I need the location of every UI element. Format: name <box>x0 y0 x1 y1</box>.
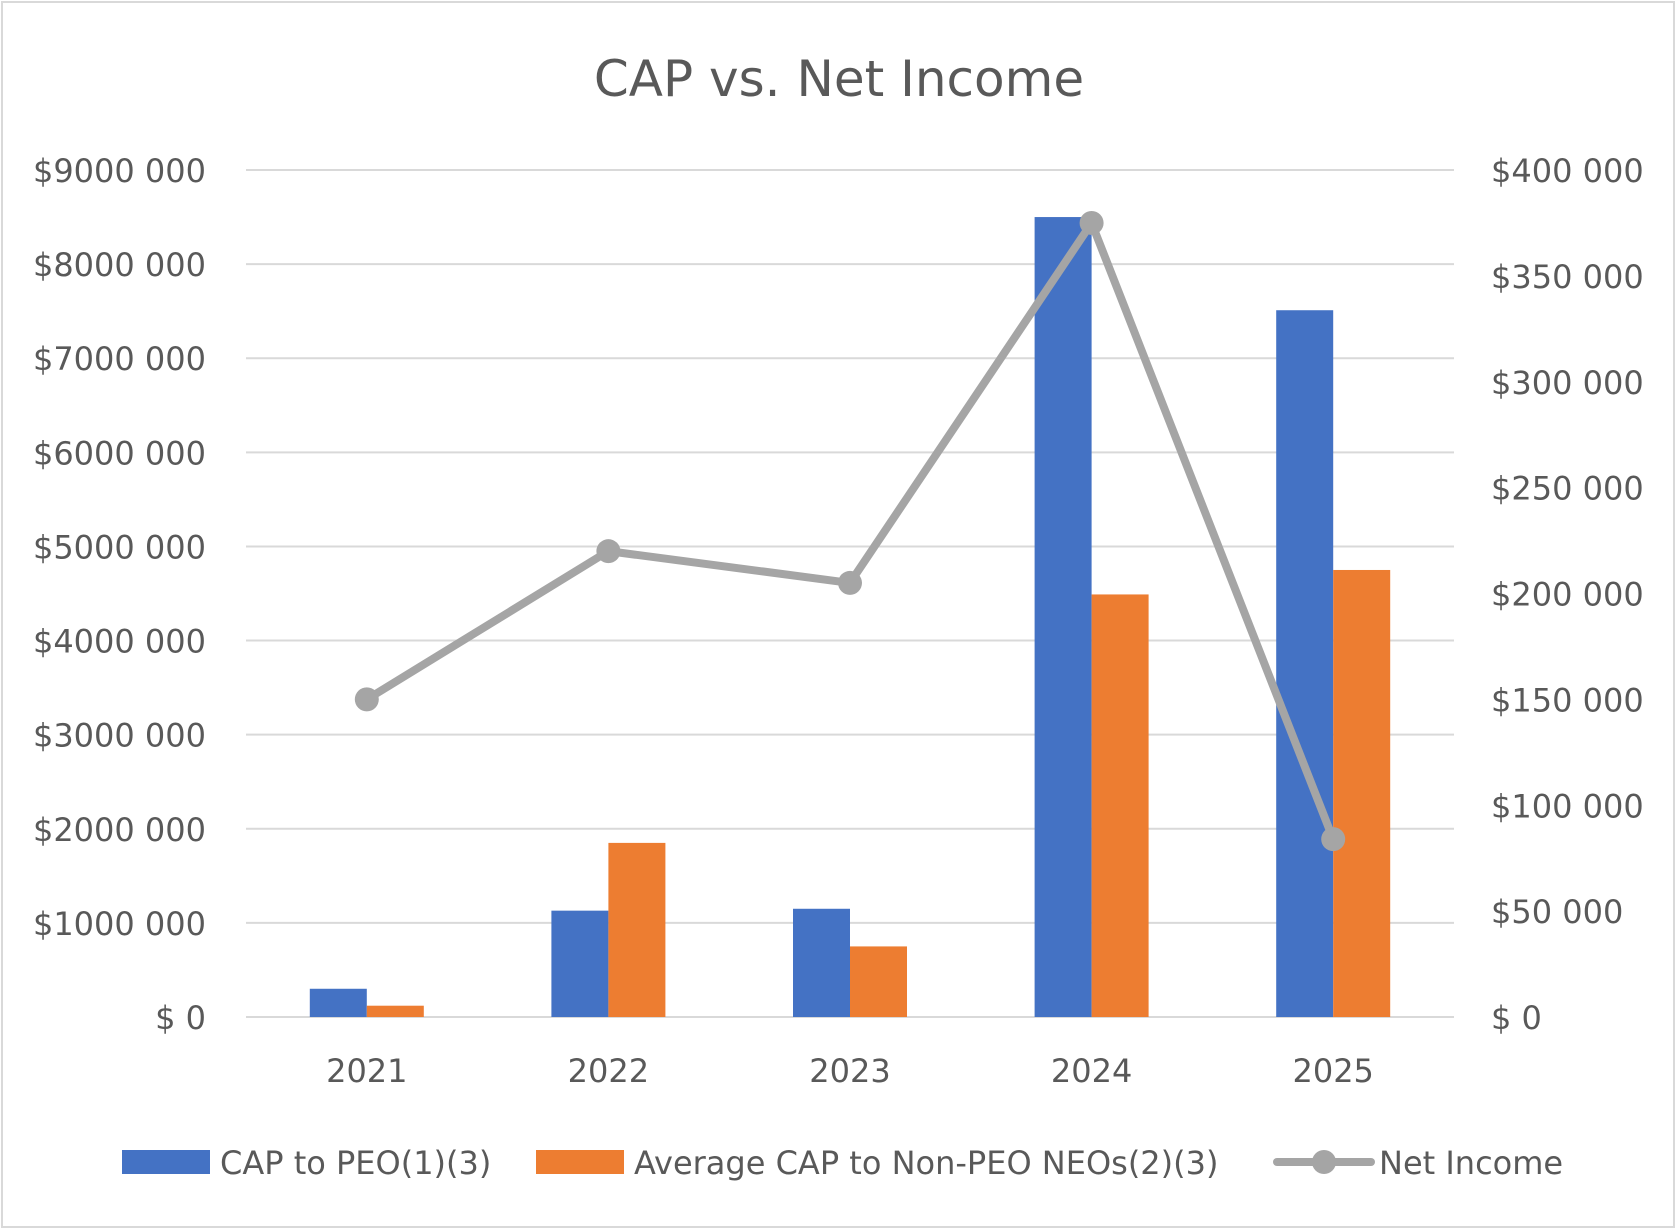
bar <box>309 988 367 1017</box>
left-tick-label: $7000 000 <box>33 340 206 378</box>
right-tick-label: $200 000 <box>1491 576 1644 614</box>
left-tick-label: $1000 000 <box>33 905 206 943</box>
right-tick-label: $250 000 <box>1491 470 1644 508</box>
legend: CAP to PEO(1)(3) Average CAP to Non-PEO N… <box>122 1144 1563 1182</box>
gridlines <box>246 169 1454 1018</box>
x-tick-label: 2024 <box>1051 1052 1132 1090</box>
chart-title: CAP vs. Net Income <box>594 50 1084 108</box>
legend-label: Net Income <box>1379 1144 1563 1182</box>
x-axis-ticks: 2021 2022 2023 2024 2025 <box>326 1052 1374 1090</box>
bar <box>366 1005 424 1017</box>
legend-swatch <box>536 1150 624 1174</box>
x-tick-label: 2022 <box>568 1052 649 1090</box>
bar <box>850 946 907 1017</box>
line-point <box>1079 210 1104 235</box>
left-tick-label: $9000 000 <box>33 152 206 190</box>
right-tick-label: $350 000 <box>1491 258 1644 296</box>
bar <box>551 910 609 1017</box>
left-tick-label: $5000 000 <box>33 528 206 566</box>
bar <box>793 908 850 1017</box>
left-tick-label: $ 0 <box>155 999 206 1037</box>
bar <box>1091 594 1149 1017</box>
legend-label: Average CAP to Non-PEO NEOs(2)(3) <box>634 1144 1218 1182</box>
bar <box>608 842 666 1017</box>
right-tick-label: $400 000 <box>1491 152 1644 190</box>
right-tick-label: $50 000 <box>1491 893 1623 931</box>
series-line <box>362 218 1338 844</box>
legend-swatch <box>122 1150 210 1174</box>
left-tick-label: $4000 000 <box>33 623 206 661</box>
x-tick-label: 2023 <box>809 1052 890 1090</box>
x-tick-label: 2025 <box>1292 1052 1373 1090</box>
net-income-line <box>354 210 1346 852</box>
right-tick-label: $100 000 <box>1491 787 1644 825</box>
right-axis-ticks: $ 0 $50 000 $100 000 $150 000 $200 000 $250 0… <box>1491 152 1644 1037</box>
line-point <box>838 570 862 595</box>
legend-label: CAP to PEO(1)(3) <box>220 1144 491 1182</box>
left-axis-ticks: $ 0 $1000 000 $2000 000 $3000 000 $4000 000 $… <box>33 152 206 1037</box>
bars <box>309 217 1391 1018</box>
bar <box>1276 310 1334 1017</box>
left-tick-label: $8000 000 <box>33 246 206 284</box>
left-tick-label: $3000 000 <box>33 717 206 755</box>
line-point <box>596 539 621 564</box>
bar <box>1333 569 1391 1017</box>
legend-marker <box>1312 1150 1336 1174</box>
bar <box>1034 217 1092 1018</box>
left-tick-label: $6000 000 <box>33 434 206 472</box>
right-tick-label: $ 0 <box>1491 999 1542 1037</box>
right-tick-label: $300 000 <box>1491 364 1644 402</box>
right-tick-label: $150 000 <box>1491 681 1644 719</box>
line-point <box>354 687 379 712</box>
left-tick-label: $2000 000 <box>33 811 206 849</box>
line-point <box>1321 827 1346 852</box>
x-tick-label: 2021 <box>326 1052 407 1090</box>
